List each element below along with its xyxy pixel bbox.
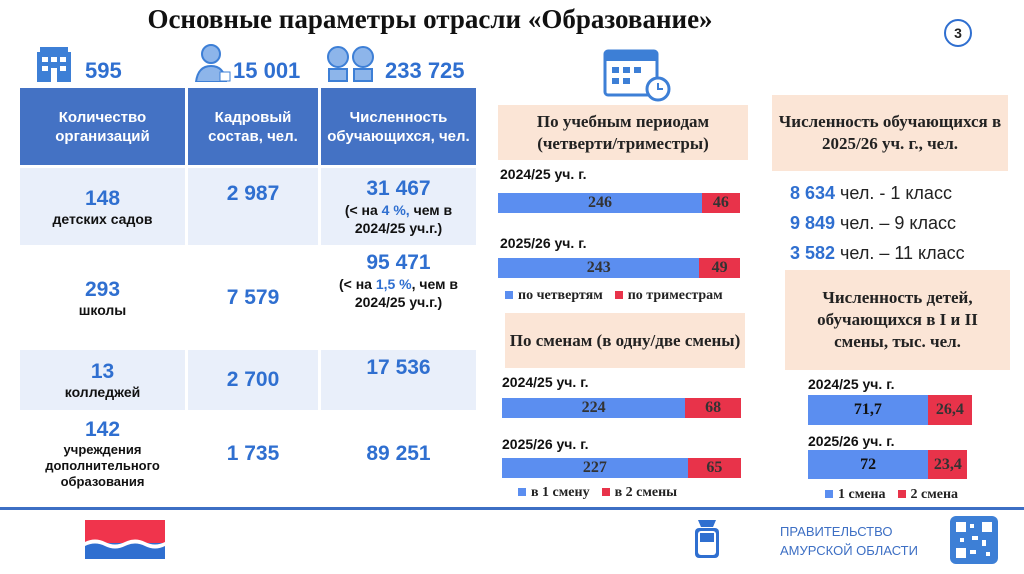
student-count: 95 471 xyxy=(366,251,431,274)
bar-segment-second: 23,4 xyxy=(928,450,968,479)
table-row: 148 детских садов 2 987 31 467 (< на 4 %, … xyxy=(20,168,476,245)
bar-segment-second: 26,4 xyxy=(927,395,972,425)
org-count: 293 xyxy=(84,277,121,301)
org-count: 13 xyxy=(90,360,115,383)
chart2-category: 2025/26 уч. г. xyxy=(502,436,589,452)
legend-item: по четвертям xyxy=(505,288,603,304)
staff-count: 7 579 xyxy=(226,285,280,309)
bar-segment-first: 246 xyxy=(498,193,702,213)
bar-segment-first: 243 xyxy=(498,258,700,278)
calendar-icon xyxy=(603,49,671,102)
chart2-bar: 224 68 xyxy=(502,398,741,418)
building-icon xyxy=(37,47,71,82)
children-icon xyxy=(327,46,374,82)
org-type: школы xyxy=(78,301,127,318)
teacher-icon xyxy=(194,44,231,82)
chart3-title: Численность детей, обучающихся в I и II … xyxy=(785,270,1010,370)
organizations-table: Количество организаций Кадровый состав, … xyxy=(20,88,476,498)
bar-segment-second: 46 xyxy=(701,193,740,213)
grades-title: Численность обучающихся в 2025/26 уч. г.… xyxy=(772,95,1008,171)
bar-segment-second: 65 xyxy=(687,458,741,478)
government-label: ПРАВИТЕЛЬСТВО АМУРСКОЙ ОБЛАСТИ xyxy=(780,524,918,558)
footer-divider xyxy=(0,507,1024,510)
qr-code[interactable] xyxy=(950,516,998,564)
chart2-category: 2024/25 уч. г. xyxy=(502,374,589,390)
student-count: 17 536 xyxy=(366,356,431,379)
chart1-bar: 246 46 xyxy=(498,193,740,213)
student-count: 89 251 xyxy=(366,442,431,465)
page-number: 3 xyxy=(944,19,972,47)
organizations-total: 595 xyxy=(85,58,122,83)
table-row: 13 колледжей 2 700 17 536 xyxy=(20,350,476,410)
staff-total: 15 001 xyxy=(233,58,301,83)
chart3-bar: 72 23,4 xyxy=(808,450,968,479)
grade-line: 9 849 чел. – 9 класс xyxy=(790,213,956,233)
students-total: 233 725 xyxy=(385,58,465,83)
bar-segment-first: 224 xyxy=(502,398,686,418)
chart3-category: 2024/25 уч. г. xyxy=(808,376,895,392)
legend-item: 2 смена xyxy=(897,487,958,503)
chart1-bar: 243 49 xyxy=(498,258,740,278)
chart2-legend: в 1 смену в 2 смены xyxy=(518,485,677,501)
org-count: 142 xyxy=(84,418,121,441)
header-organizations: Количество организаций xyxy=(20,88,188,165)
chart3-category: 2025/26 уч. г. xyxy=(808,433,895,449)
header-staff: Кадровый состав, чел. xyxy=(188,88,321,165)
chart1-category: 2025/26 уч. г. xyxy=(500,235,587,251)
staff-count: 2 987 xyxy=(226,182,280,205)
chart3-bar: 71,7 26,4 xyxy=(808,395,972,425)
legend-item: по триместрам xyxy=(614,288,723,304)
bar-segment-second: 68 xyxy=(685,398,741,418)
org-type: детских садов xyxy=(52,210,153,227)
staff-count: 2 700 xyxy=(226,368,280,391)
legend-item: 1 смена xyxy=(825,487,886,503)
chart1-title: По учебным периодам (четверти/триместры) xyxy=(498,105,748,160)
chart3-legend: 1 смена 2 смена xyxy=(825,487,958,503)
region-flag-logo xyxy=(85,520,165,559)
bar-segment-second: 49 xyxy=(699,258,740,278)
chart2-title: По сменам (в одну/две смены) xyxy=(505,313,745,368)
legend-item: в 1 смену xyxy=(518,485,590,501)
student-count: 31 467 xyxy=(366,176,431,200)
bar-segment-first: 71,7 xyxy=(808,395,928,425)
table-row: 142 учреждения дополнительного образовани… xyxy=(20,410,476,498)
table-header: Количество организаций Кадровый состав, … xyxy=(20,88,476,165)
student-note: (< на 4 %, чем в 2024/25 уч.г.) xyxy=(344,201,453,236)
org-type: учреждения дополнительного образования xyxy=(45,442,160,489)
bar-segment-first: 227 xyxy=(502,458,688,478)
chart1-category: 2024/25 уч. г. xyxy=(500,166,587,182)
page-title: Основные параметры отрасли «Образование» xyxy=(147,4,713,34)
org-count: 148 xyxy=(84,186,121,210)
chart2-bar: 227 65 xyxy=(502,458,741,478)
bar-segment-first: 72 xyxy=(808,450,929,479)
staff-count: 1 735 xyxy=(226,442,280,465)
grade-line: 3 582 чел. – 11 класс xyxy=(790,243,965,263)
grade-line: 8 634 чел. - 1 класс xyxy=(790,183,952,203)
header-students: Численность обучающихся, чел. xyxy=(321,88,476,165)
legend-item: в 2 смены xyxy=(601,485,677,501)
grades-list: 8 634 чел. - 1 класс 9 849 чел. – 9 клас… xyxy=(790,178,965,268)
table-row: 293 школы 7 579 95 471 (< на 1,5 %, чем в … xyxy=(20,245,476,350)
student-note: (< на 1,5 %, чем в 2024/25 уч.г.) xyxy=(338,276,459,310)
chart1-legend: по четвертям по триместрам xyxy=(505,288,723,304)
org-type: колледжей xyxy=(64,384,141,400)
coat-of-arms-icon xyxy=(695,520,719,558)
